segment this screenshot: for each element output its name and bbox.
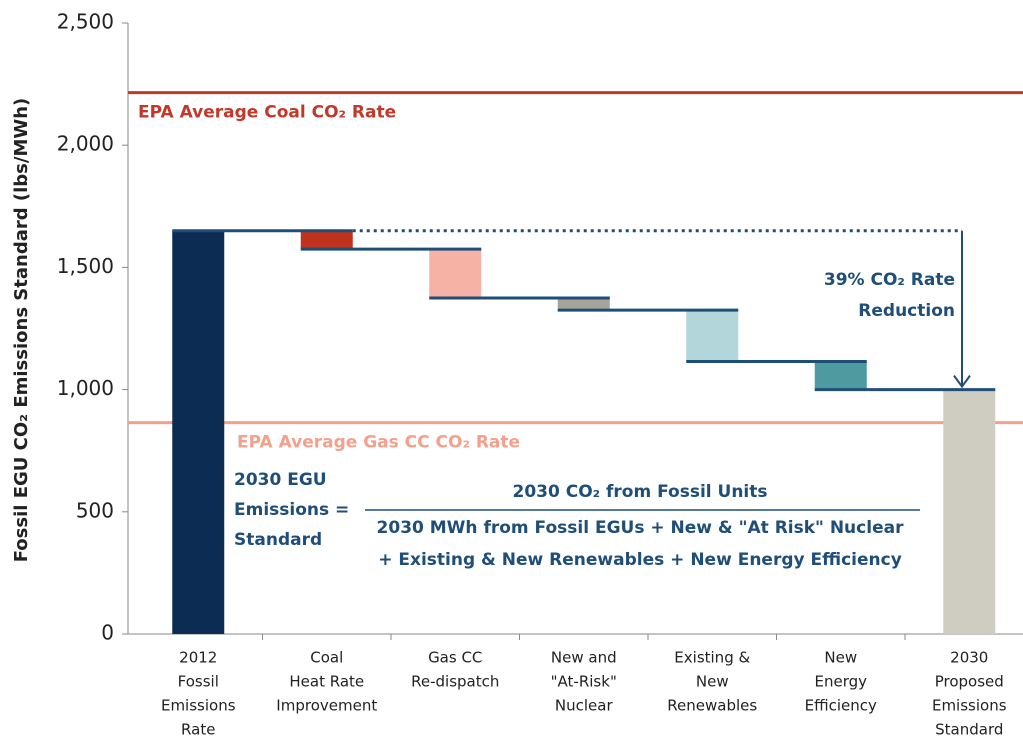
x-tick-label: 2012 [179,649,217,667]
y-axis-title: Fossil EGU CO₂ Emissions Standard (lbs/M… [11,98,32,563]
x-tick-label: Proposed [935,673,1004,691]
bar [814,361,867,390]
x-tick-label: New [696,673,729,691]
bar [429,249,482,298]
bar [300,230,353,250]
y-tick-label: 500 [76,498,114,522]
formula-numerator: 2030 CO₂ from Fossil Units [512,482,767,502]
x-tick-label: Existing & [674,649,750,667]
y-tick-label: 1,500 [57,254,114,278]
y-tick-label: 2,000 [57,132,114,156]
x-tick-label: "At-Risk" [551,673,617,691]
x-tick-label: Fossil [178,673,219,691]
x-tick-label: 2030 [950,649,988,667]
x-tick-label: Nuclear [555,697,614,715]
formula-denominator: + Existing & New Renewables + New Energy… [378,550,902,570]
x-tick-label: Emissions [932,697,1007,715]
x-tick-label: Emissions [161,697,236,715]
x-tick-label: New and [551,649,617,667]
x-tick-label: Heat Rate [289,673,364,691]
reference-label: EPA Average Gas CC CO₂ Rate [237,433,520,453]
x-tick-label: Re-dispatch [411,673,499,691]
formula-left: Emissions = [234,500,349,520]
y-tick-label: 1,000 [57,376,114,400]
x-tick-label: Standard [935,721,1003,739]
x-tick-label: Rate [181,721,215,739]
formula-denominator: 2030 MWh from Fossil EGUs + New & "At Ri… [377,518,905,538]
arrow-head [953,375,971,389]
bar [172,230,225,635]
y-tick-label: 2,500 [57,10,114,34]
reference-label: EPA Average Coal CO₂ Rate [138,103,396,123]
formula-left: Standard [234,530,322,550]
y-tick-label: 0 [101,621,114,645]
bar [557,297,610,311]
x-tick-label: Gas CC [428,649,482,667]
annotation: 39% CO₂ Rate [824,270,955,290]
formula-left: 2030 EGU [234,470,327,490]
x-tick-label: Energy [814,673,867,691]
x-tick-label: New [824,649,857,667]
x-tick-label: Improvement [276,697,377,715]
x-tick-label: Renewables [667,697,757,715]
bar [943,389,996,634]
x-tick-label: Coal [310,649,343,667]
x-tick-label: Efficiency [805,697,877,715]
annotation: Reduction [858,301,955,321]
bar [686,310,739,362]
